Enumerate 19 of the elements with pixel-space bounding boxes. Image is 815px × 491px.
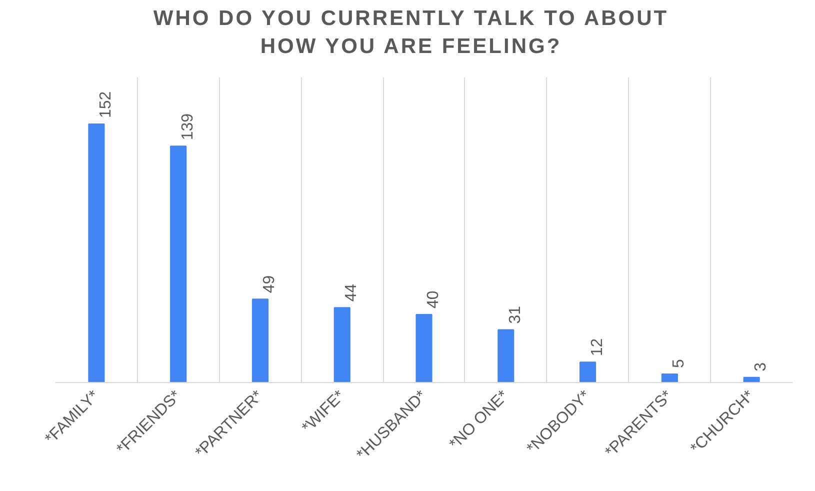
data-label: 49 — [261, 275, 278, 294]
data-label: 139 — [179, 113, 196, 140]
bar — [743, 376, 760, 382]
data-label: 31 — [506, 306, 524, 324]
bar — [580, 362, 596, 382]
data-label: 44 — [343, 284, 360, 302]
bar — [498, 329, 514, 382]
bar — [416, 314, 432, 382]
bar — [334, 307, 350, 382]
bar — [661, 374, 678, 382]
chart-title: WHO DO YOU CURRENTLY TALK TO ABOUT HOW YOU ARE FEELING? — [153, 6, 669, 60]
bar — [252, 298, 268, 382]
bar — [88, 124, 105, 382]
data-label: 40 — [425, 290, 442, 308]
data-label: 5 — [670, 359, 688, 368]
data-label: 152 — [97, 91, 114, 118]
data-label: 12 — [588, 338, 606, 356]
bar — [170, 146, 187, 382]
data-label: 3 — [752, 362, 770, 372]
